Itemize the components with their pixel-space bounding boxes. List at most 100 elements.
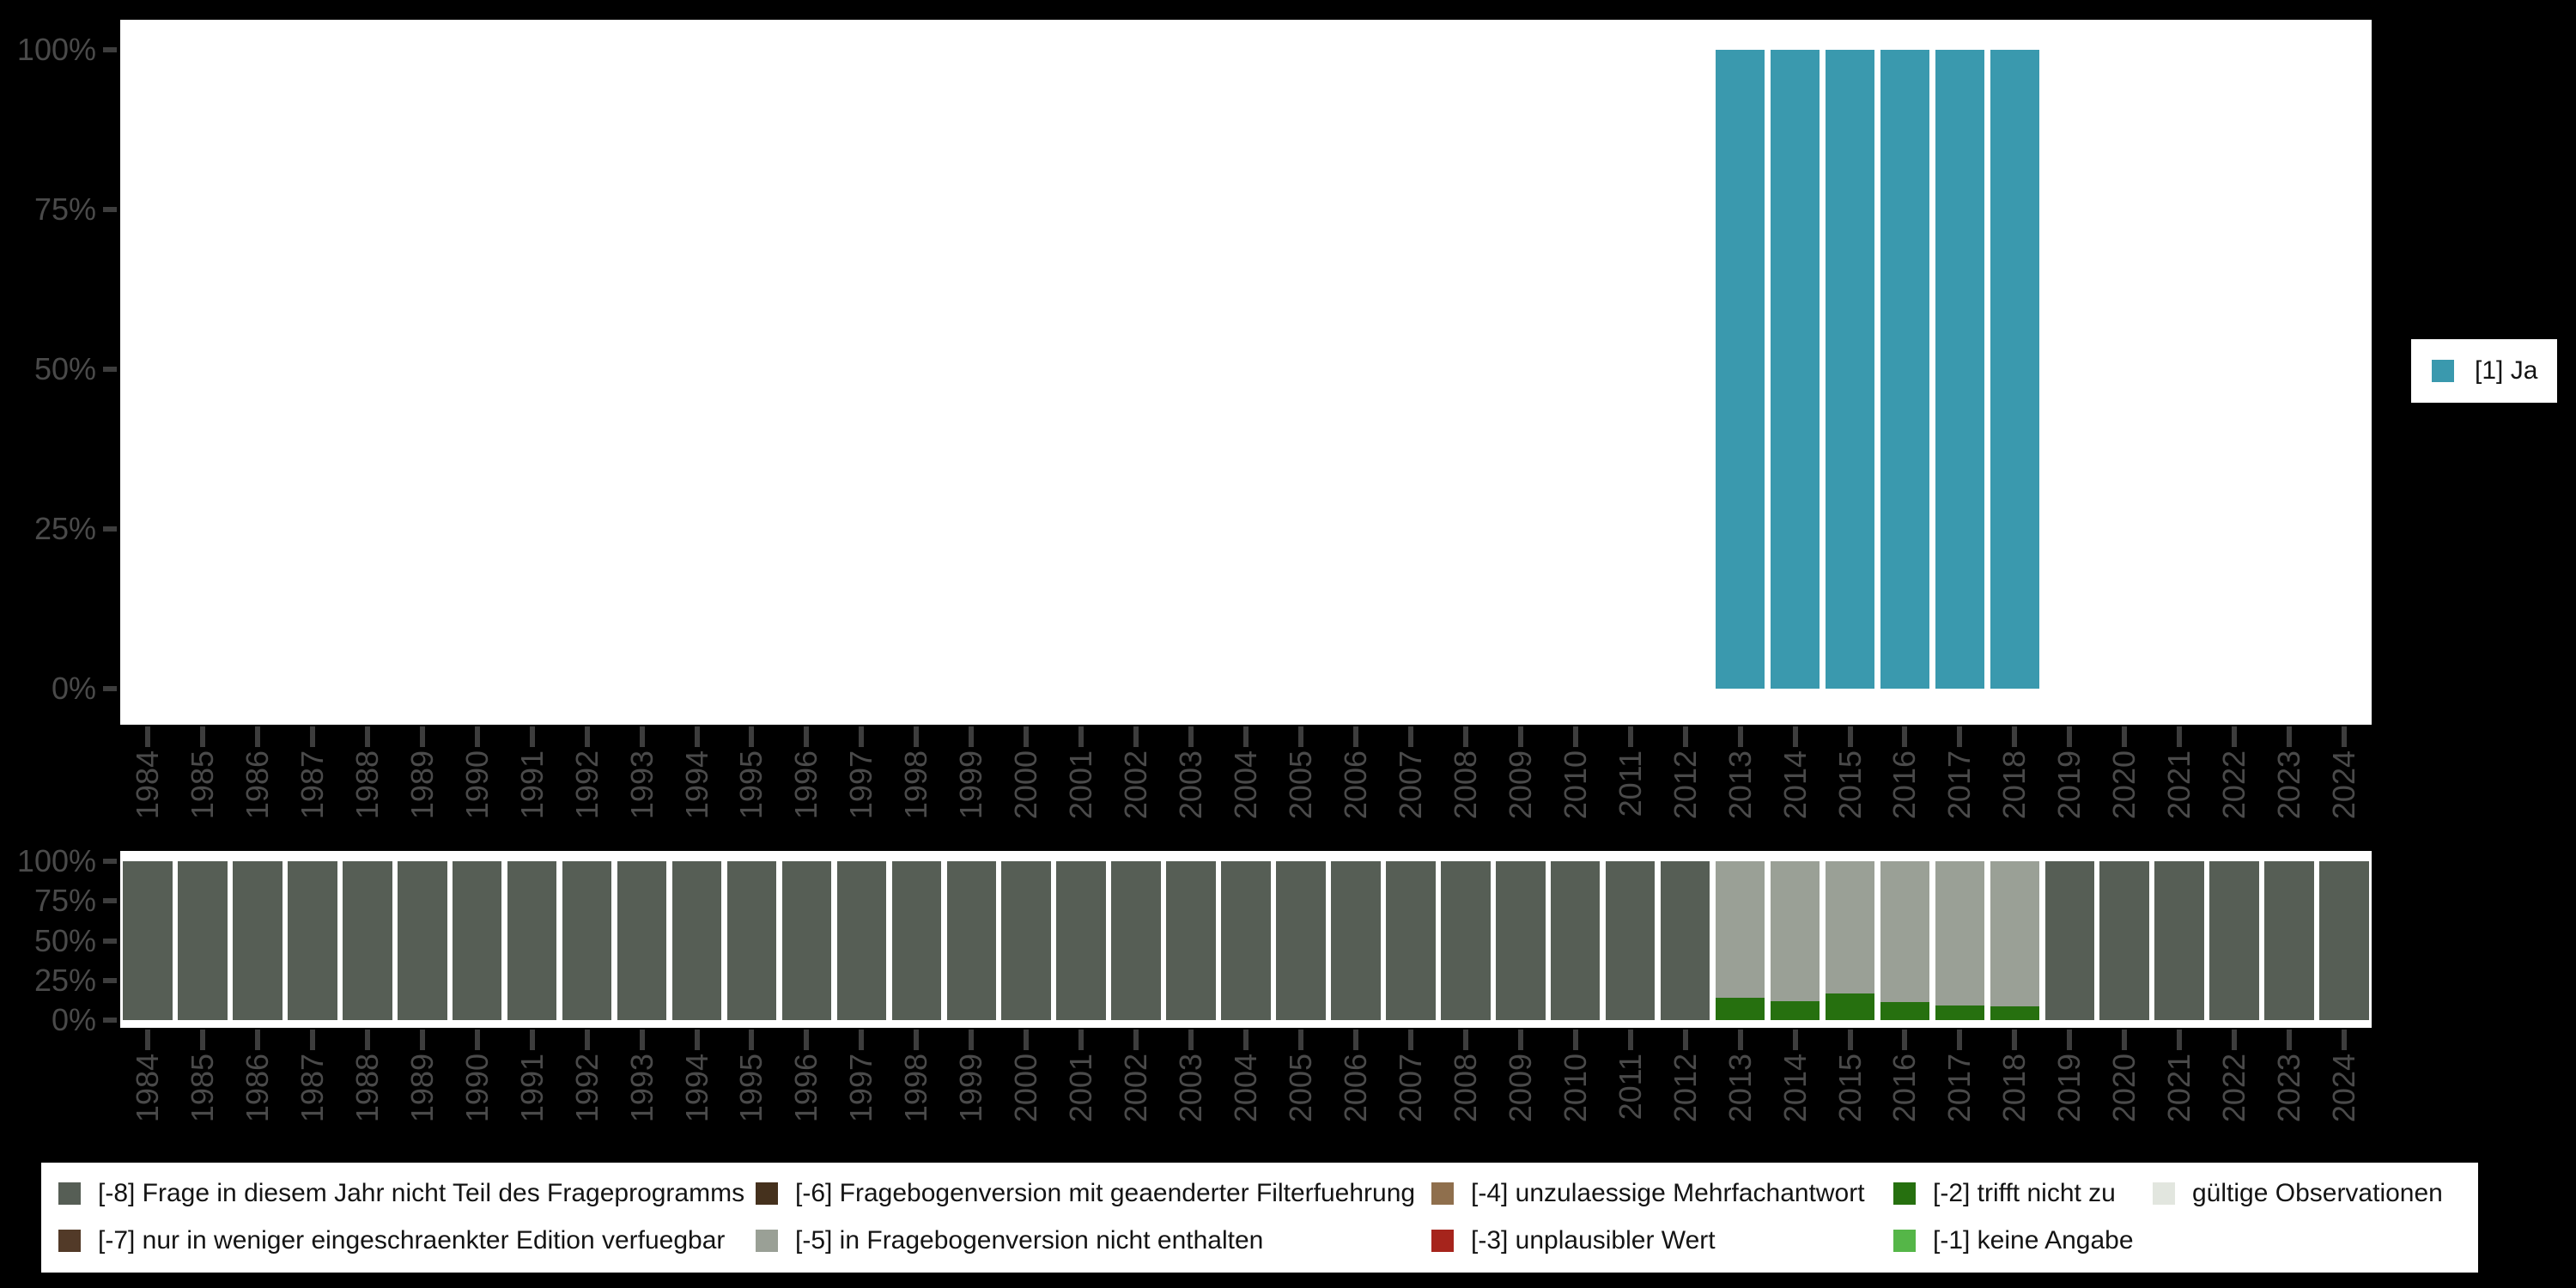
- x-axis-year-label: 2002: [1118, 750, 1154, 820]
- missing-legend-label: [-8] Frage in diesem Jahr nicht Teil des…: [98, 1179, 745, 1207]
- x-axis-tick: [859, 726, 865, 747]
- missing-legend-label: gültige Observationen: [2192, 1179, 2443, 1207]
- x-axis-tick: [1024, 726, 1030, 747]
- frequency-bar: [1715, 50, 1765, 689]
- x-axis-year-label: 1995: [733, 1054, 769, 1123]
- x-axis-year-label: 2020: [2106, 1054, 2142, 1123]
- x-axis-year-label: 1994: [678, 750, 714, 820]
- ja-legend-label: [1] Ja: [2475, 356, 2538, 385]
- x-axis-tick: [419, 726, 425, 747]
- y-axis-tick-label: 75%: [33, 191, 96, 227]
- x-axis-year-label: 2022: [2216, 1054, 2252, 1123]
- x-axis-tick: [2012, 726, 2018, 747]
- x-axis-tick: [639, 726, 645, 747]
- frequency-bar: [1990, 50, 2040, 689]
- x-axis-tick: [1572, 1030, 1578, 1050]
- x-axis-year-label: 1990: [459, 750, 495, 820]
- x-axis-year-label: 1994: [678, 1054, 714, 1123]
- x-axis-year-label: 1985: [184, 750, 220, 820]
- missing-bar-segment: [1496, 861, 1546, 1020]
- x-axis-year-label: 2021: [2161, 1054, 2197, 1123]
- x-axis-tick: [309, 1030, 315, 1050]
- missing-bar-segment: [2154, 861, 2204, 1020]
- x-axis-year-label: 1986: [239, 1054, 275, 1123]
- missing-bar-segment: [562, 861, 612, 1020]
- missing-bar-segment: [1276, 861, 1326, 1020]
- missing-bar-segment: [1056, 861, 1106, 1020]
- y-axis-tick: [103, 47, 117, 52]
- x-axis-year-label: 2000: [1008, 1054, 1044, 1123]
- x-axis-tick: [364, 1030, 370, 1050]
- x-axis-tick: [749, 726, 755, 747]
- x-axis-tick: [804, 1030, 810, 1050]
- y-axis-tick: [103, 526, 117, 532]
- x-axis-year-label: 1984: [130, 1054, 165, 1123]
- missing-bar-segment: [1990, 861, 2040, 1007]
- x-axis-year-label: 2001: [1063, 1054, 1099, 1123]
- missing-bar-segment: [891, 861, 942, 1020]
- x-axis-year-label: 2015: [1832, 750, 1868, 820]
- x-axis-tick: [1078, 726, 1084, 747]
- x-axis-year-label: 2012: [1667, 750, 1703, 820]
- y-axis-tick-label: 0%: [51, 1002, 96, 1037]
- missings-legend-box: [-8] Frage in diesem Jahr nicht Teil des…: [41, 1163, 2478, 1273]
- x-axis-tick: [254, 1030, 260, 1050]
- x-axis-tick: [804, 726, 810, 747]
- missing-legend-label: [-7] nur in weniger eingeschraenkter Edi…: [98, 1226, 726, 1255]
- x-axis-tick: [1188, 1030, 1194, 1050]
- x-axis-tick: [2232, 1030, 2238, 1050]
- missing-legend-swatch: [1431, 1182, 1454, 1205]
- x-axis-year-label: 2012: [1667, 1054, 1703, 1123]
- x-axis-year-label: 2009: [1502, 750, 1538, 820]
- x-axis-year-label: 2016: [1886, 750, 1923, 820]
- frequency-bar: [1825, 50, 1875, 689]
- missing-bar-segment: [1001, 861, 1051, 1020]
- y-axis-tick-label: 50%: [33, 351, 96, 386]
- missing-legend-label: [-2] trifft nicht zu: [1933, 1179, 2116, 1207]
- x-axis-year-label: 2003: [1173, 1054, 1208, 1123]
- missing-legend-swatch: [58, 1230, 81, 1252]
- x-axis-year-label: 1992: [568, 750, 605, 820]
- x-axis-year-label: 2020: [2106, 750, 2142, 820]
- x-axis-tick: [1078, 1030, 1084, 1050]
- x-axis-year-label: 2011: [1612, 1054, 1648, 1121]
- x-axis-year-label: 2009: [1502, 1054, 1538, 1123]
- x-axis-tick: [1902, 1030, 1908, 1050]
- x-axis-tick: [584, 726, 590, 747]
- x-axis-tick: [1902, 726, 1908, 747]
- x-axis-year-label: 2018: [1996, 750, 2032, 820]
- y-axis-tick: [103, 859, 117, 864]
- y-axis-tick-label: 100%: [16, 32, 96, 67]
- missing-bar-segment: [1111, 861, 1161, 1020]
- frequency-bar: [1770, 50, 1820, 689]
- x-axis-tick: [2067, 726, 2073, 747]
- missing-bar-segment: [178, 861, 228, 1020]
- missing-legend-swatch: [756, 1230, 778, 1252]
- y-axis-tick-label: 0%: [51, 671, 96, 706]
- x-axis-tick: [2012, 1030, 2018, 1050]
- missing-bar-segment: [2209, 861, 2259, 1020]
- ja-legend-box: [1] Ja: [2411, 339, 2557, 403]
- x-axis-tick: [1298, 1030, 1303, 1050]
- x-axis-year-label: 2004: [1228, 750, 1263, 820]
- missing-bar-segment: [1660, 861, 1710, 1020]
- x-axis-year-label: 2019: [2051, 1054, 2087, 1123]
- x-axis-year-label: 2008: [1447, 1054, 1483, 1123]
- missing-bar-segment: [123, 861, 173, 1020]
- x-axis-tick: [309, 726, 315, 747]
- x-axis-year-label: 1987: [294, 750, 330, 820]
- x-axis-tick: [529, 1030, 535, 1050]
- x-axis-tick: [199, 726, 205, 747]
- x-axis-tick: [1298, 726, 1303, 747]
- missing-bar-segment: [507, 861, 557, 1020]
- y-axis-tick: [103, 1018, 117, 1023]
- x-axis-year-label: 1996: [788, 1054, 824, 1123]
- missing-bar-segment: [946, 861, 997, 1020]
- x-axis-tick: [199, 1030, 205, 1050]
- x-axis-year-label: 2013: [1722, 1054, 1758, 1123]
- missing-bar-segment: [1880, 1001, 1930, 1020]
- x-axis-year-label: 1993: [623, 750, 659, 820]
- x-axis-year-label: 1991: [513, 1054, 550, 1123]
- missing-bar-segment: [288, 861, 337, 1020]
- x-axis-tick: [145, 1030, 150, 1050]
